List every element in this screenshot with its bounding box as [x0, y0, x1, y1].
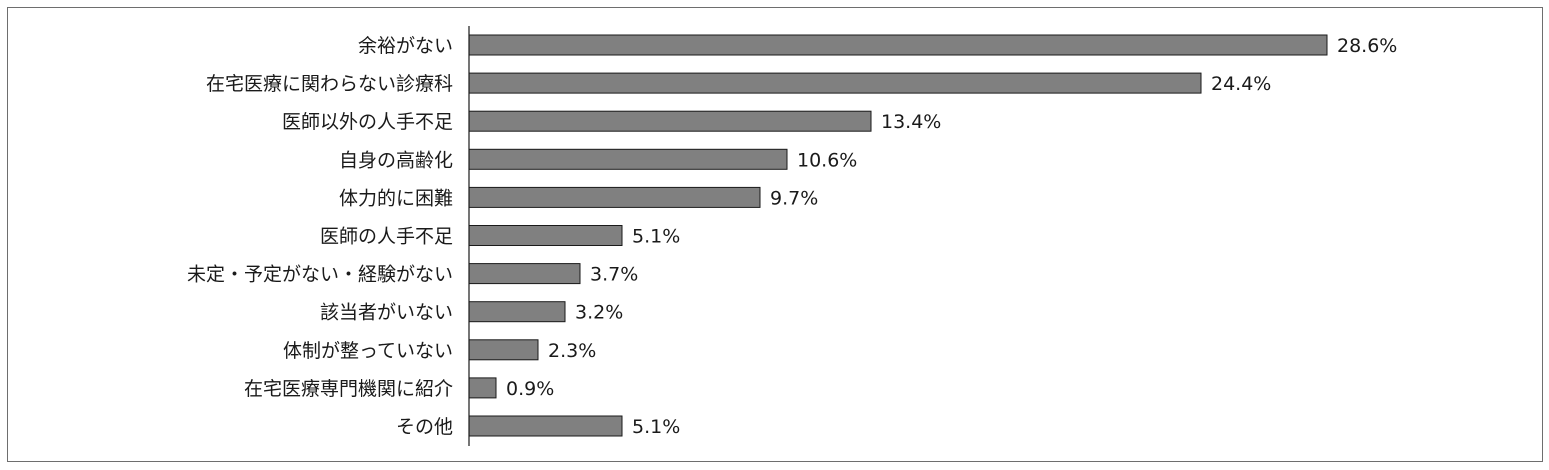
value-label-8: 2.3% [548, 340, 596, 362]
chart-frame: 余裕がない在宅医療に関わらない診療科医師以外の人手不足自身の高齢化 体力的に困難医… [7, 7, 1543, 462]
value-label-2: 13.4% [881, 111, 941, 133]
bar-4 [468, 186, 761, 208]
category-label-8: 体制が整っていない [283, 340, 453, 362]
category-label-10: その他 [396, 416, 453, 438]
value-label-1: 24.4% [1211, 73, 1271, 95]
bar-2 [468, 110, 872, 132]
category-label-3: 自身の高齢化 [339, 149, 453, 171]
bar-8 [468, 339, 539, 361]
bar-5 [468, 225, 623, 246]
category-label-0: 余裕がない [358, 35, 453, 57]
bar-7 [468, 301, 566, 323]
bar-0 [468, 34, 1328, 56]
category-labels: 余裕がない在宅医療に関わらない診療科医師以外の人手不足自身の高齢化体力的に困難医… [187, 35, 453, 438]
bar-10 [468, 415, 623, 437]
category-label-9: 在宅医療専門機関に紹介 [244, 378, 453, 400]
value-label-7: 3.2% [575, 302, 623, 324]
value-label-4: 9.7% [770, 187, 818, 209]
value-label-6: 3.7% [590, 264, 638, 286]
value-label-0: 28.6% [1337, 35, 1397, 57]
bar-9 [468, 377, 497, 399]
value-label-3: 10.6% [797, 149, 857, 171]
category-label-4: 体力的に困難 [339, 187, 453, 209]
category-label-1: 在宅医療に関わらない診療科 [206, 73, 453, 95]
category-label-5: 医師の人手不足 [320, 226, 453, 248]
value-label-10: 5.1% [632, 416, 680, 438]
category-label-2: 医師以外の人手不足 [282, 111, 453, 133]
bar-3 [468, 148, 788, 170]
value-labels: 28.6% 24.4% 13.4% 10.6% 9.7% 5.1% 3.7% 3.2% 2.3%… [506, 35, 1397, 438]
value-label-9: 0.9% [506, 378, 554, 400]
bars-layer [468, 34, 1328, 437]
bar-1 [468, 72, 1202, 94]
category-label-6: 未定・予定がない・経験がない [187, 264, 453, 286]
category-label-7: 該当者がいない [320, 302, 453, 324]
bar-6 [468, 263, 581, 285]
bar-chart: 余裕がない在宅医療に関わらない診療科医師以外の人手不足自身の高齢化体力的に困難医… [187, 26, 1397, 446]
value-label-5: 5.1% [632, 226, 680, 248]
